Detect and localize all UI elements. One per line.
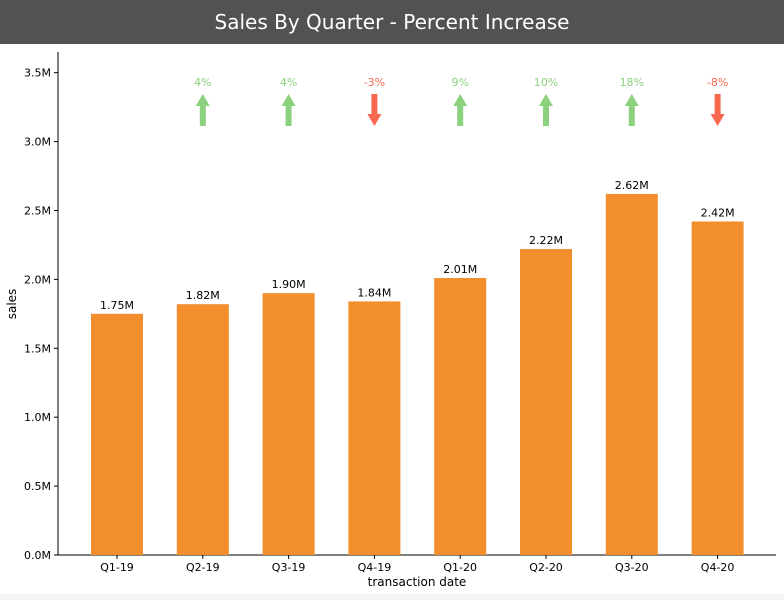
percent-change-label: 9% xyxy=(451,76,468,89)
bar-value-label: 1.90M xyxy=(272,278,306,291)
y-tick-label: 2.0M xyxy=(24,273,51,286)
y-tick-label: 2.5M xyxy=(24,204,51,217)
x-tick-label: Q3-19 xyxy=(272,561,306,574)
x-axis-label: transaction date xyxy=(368,575,467,589)
up-arrow-shaft xyxy=(285,104,292,126)
x-tick-label: Q4-19 xyxy=(358,561,392,574)
percent-change-label: -8% xyxy=(707,76,728,89)
chart-area: 0.0M 0.5M 1.0M 1.5M 2.0M 2.5M 3.0M 3.5M Q1-19 Q2-… xyxy=(0,44,784,594)
bar xyxy=(91,313,143,555)
up-arrow-icon xyxy=(453,94,468,106)
percent-change-label: 10% xyxy=(534,76,558,89)
axes: 0.0M 0.5M 1.0M 1.5M 2.0M 2.5M 3.0M 3.5M Q1-19 Q2-… xyxy=(24,52,776,574)
bar-value-label: 2.62M xyxy=(615,179,649,192)
bars: 1.75M 1.82M 1.90M 1.84M 2.01M 2.22M 2.62M 2.42M xyxy=(91,179,744,556)
down-arrow-icon xyxy=(710,114,725,126)
bar xyxy=(348,301,401,555)
percent-change-label: 4% xyxy=(280,76,297,89)
x-tick-label: Q2-19 xyxy=(186,561,220,574)
up-arrow-shaft xyxy=(543,104,549,126)
chart-title: Sales By Quarter - Percent Increase xyxy=(214,10,570,34)
percent-change-label: 4% xyxy=(194,76,211,89)
y-tick-label: 1.5M xyxy=(24,342,51,355)
x-tick-label: Q1-19 xyxy=(100,561,134,574)
change-annotations: 4% 4% -3% 9% 10% 18% -8% xyxy=(194,76,728,126)
x-tick-label: Q3-20 xyxy=(615,561,649,574)
bar xyxy=(691,221,744,556)
bar-value-label: 2.22M xyxy=(529,234,563,247)
down-arrow-shaft xyxy=(371,94,378,116)
y-tick-label: 3.0M xyxy=(24,136,51,149)
bar-value-label: 1.84M xyxy=(357,286,391,299)
bar-chart: 0.0M 0.5M 1.0M 1.5M 2.0M 2.5M 3.0M 3.5M Q1-19 Q2-… xyxy=(5,52,776,589)
y-tick-label: 0.5M xyxy=(24,480,51,493)
x-tick-label: Q4-20 xyxy=(701,561,735,574)
up-arrow-shaft xyxy=(628,104,635,126)
bar xyxy=(176,304,229,555)
y-axis-label: sales xyxy=(5,289,19,320)
y-tick-label: 1.0M xyxy=(24,411,51,424)
up-arrow-icon xyxy=(281,94,296,106)
chart-title-bar: Sales By Quarter - Percent Increase xyxy=(0,0,784,44)
up-arrow-icon xyxy=(195,94,210,106)
down-arrow-icon xyxy=(367,114,382,126)
bar xyxy=(434,278,487,555)
up-arrow-icon xyxy=(624,94,639,106)
percent-change-label: 18% xyxy=(620,76,644,89)
bar xyxy=(520,249,572,556)
up-arrow-icon xyxy=(539,94,553,106)
y-tick-label: 3.5M xyxy=(24,67,51,80)
bar-value-label: 1.82M xyxy=(186,289,220,302)
bar-value-label: 2.42M xyxy=(701,207,735,220)
y-tick-label: 0.0M xyxy=(24,549,51,562)
x-tick-label: Q1-20 xyxy=(443,561,477,574)
bar xyxy=(605,193,658,556)
bar xyxy=(262,293,315,555)
down-arrow-shaft xyxy=(714,94,721,116)
bar-value-label: 2.01M xyxy=(443,263,477,276)
bar-value-label: 1.75M xyxy=(100,299,134,312)
bottom-strip xyxy=(0,594,784,600)
percent-change-label: -3% xyxy=(364,76,385,89)
up-arrow-shaft xyxy=(457,104,464,126)
up-arrow-shaft xyxy=(199,104,206,126)
x-tick-label: Q2-20 xyxy=(529,561,563,574)
